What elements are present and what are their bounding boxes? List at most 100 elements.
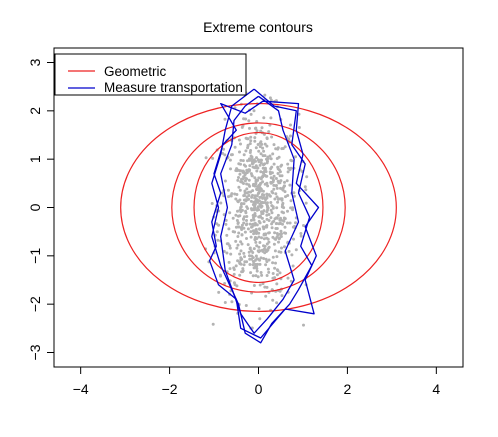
geometric-contour [193, 131, 324, 284]
scatter-point [267, 245, 271, 249]
scatter-point [286, 170, 290, 174]
scatter-point [255, 223, 259, 227]
scatter-point [242, 202, 246, 206]
scatter-point [275, 184, 278, 187]
scatter-point [262, 233, 266, 237]
scatter-point [234, 213, 238, 217]
scatter-point [222, 249, 226, 253]
scatter-point [280, 147, 284, 151]
scatter-point [261, 193, 264, 196]
scatter-point [243, 255, 246, 259]
scatter-point [223, 179, 227, 183]
scatter-point [254, 180, 258, 184]
scatter-point [229, 194, 233, 198]
scatter-point [266, 157, 270, 160]
x-tick-label: −4 [73, 381, 89, 397]
scatter-point [263, 285, 267, 289]
scatter-point [291, 208, 295, 212]
scatter-point [262, 163, 266, 167]
scatter-point [245, 187, 249, 191]
scatter-point [261, 170, 265, 174]
scatter-point [262, 257, 266, 260]
scatter-point [289, 166, 293, 170]
scatter-point [257, 307, 261, 311]
scatter-point [259, 158, 263, 162]
y-tick-label: 0 [27, 203, 43, 211]
scatter-point [242, 215, 246, 219]
scatter-point [275, 255, 279, 259]
scatter-point [249, 139, 253, 143]
scatter-point [230, 192, 234, 196]
scatter-point [303, 185, 307, 189]
scatter-point [259, 195, 263, 199]
scatter-point [218, 273, 222, 277]
scatter-point [248, 263, 252, 266]
scatter-point [267, 231, 270, 235]
scatter-point [276, 167, 280, 171]
scatter-point [273, 276, 277, 280]
scatter-point [236, 259, 240, 263]
scatter-point [284, 195, 287, 199]
scatter-point [253, 221, 257, 225]
scatter-point [220, 191, 224, 195]
scatter-point [258, 317, 262, 321]
scatter-point [239, 142, 242, 146]
scatter-point [269, 201, 273, 204]
scatter-point [254, 254, 258, 258]
scatter-point [283, 145, 287, 149]
scatter-point [271, 255, 275, 259]
scatter-point [251, 189, 255, 193]
scatter-point [267, 258, 271, 262]
scatter-point [251, 214, 255, 217]
scatter-point [266, 206, 270, 210]
scatter-point [243, 230, 247, 234]
scatter-point [260, 142, 264, 146]
scatter-point [232, 272, 236, 276]
scatter-point [265, 202, 269, 206]
scatter-point [286, 162, 290, 166]
scatter-point [264, 294, 268, 298]
scatter-point [238, 273, 242, 277]
scatter-point [299, 234, 303, 238]
scatter-point [242, 175, 246, 179]
scatter-point [257, 235, 261, 239]
scatter-point [255, 269, 259, 273]
scatter-point [245, 219, 248, 222]
scatter-point [297, 126, 301, 129]
scatter-point [265, 217, 269, 221]
scatter-point [277, 155, 281, 159]
scatter-point [286, 221, 289, 225]
scatter-point [283, 190, 287, 194]
scatter-point [290, 253, 294, 257]
scatter-point [250, 225, 254, 228]
scatter-point [255, 129, 259, 133]
scatter-point [228, 211, 232, 215]
scatter-point [253, 139, 257, 143]
scatter-point [239, 202, 243, 206]
scatter-point [221, 151, 224, 155]
scatter-point [236, 222, 240, 225]
scatter-point [265, 242, 269, 246]
scatter-point [289, 134, 292, 138]
scatter-point [252, 232, 256, 236]
scatter-point [278, 289, 282, 293]
scatter-point [275, 273, 279, 277]
scatter-point [234, 169, 238, 172]
scatter-point [275, 186, 279, 190]
scatter-point [239, 158, 243, 162]
scatter-point [265, 144, 269, 148]
scatter-point [233, 145, 237, 149]
scatter-point [259, 170, 263, 174]
scatter-point [265, 192, 269, 196]
y-tick-label: 2 [27, 107, 43, 115]
scatter-point [234, 264, 238, 268]
scatter-point [270, 190, 274, 194]
scatter-point [270, 226, 274, 230]
scatter-point [266, 159, 269, 163]
scatter-point [222, 147, 226, 151]
scatter-point [251, 165, 255, 169]
scatter-point [210, 202, 214, 205]
scatter-point [254, 200, 258, 204]
scatter-point [305, 175, 309, 179]
geometric-contour [171, 122, 346, 293]
